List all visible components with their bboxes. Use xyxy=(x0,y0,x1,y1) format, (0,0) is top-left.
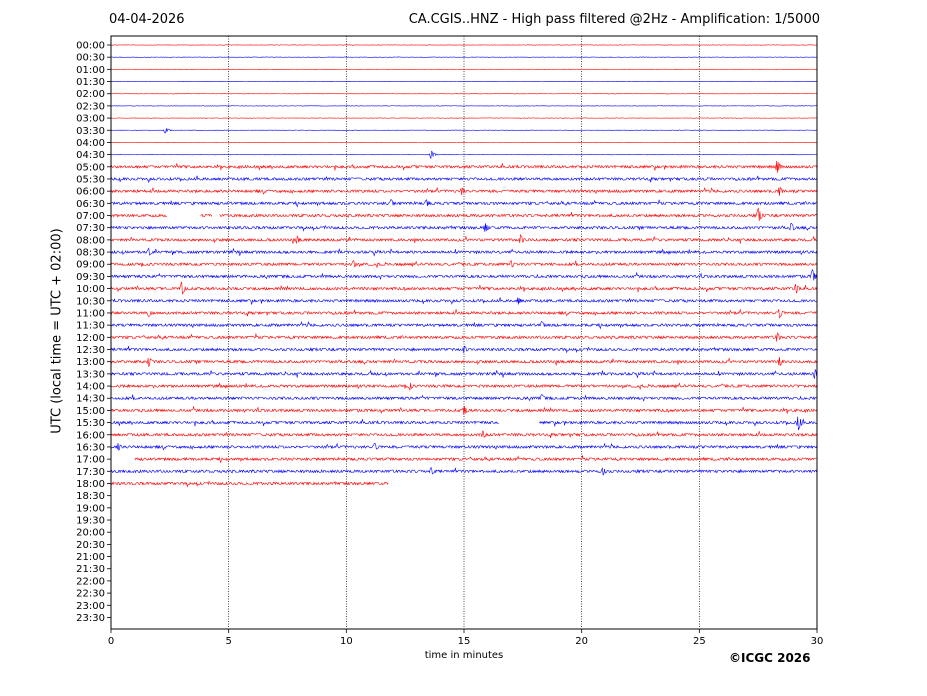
y-tick-label: 11:00 xyxy=(76,308,105,319)
y-tick-label: 07:00 xyxy=(76,211,105,222)
x-tick-label: 0 xyxy=(108,636,114,647)
x-tick-label: 10 xyxy=(340,636,353,647)
y-tick-label: 00:30 xyxy=(76,53,105,64)
trace-line xyxy=(110,345,817,354)
y-tick-label: 23:00 xyxy=(76,601,105,612)
y-tick-label: 05:30 xyxy=(76,174,105,185)
x-tick-label: 5 xyxy=(225,636,231,647)
y-tick-label: 04:00 xyxy=(76,138,105,149)
trace-line xyxy=(110,442,817,451)
x-ticks-layer: 0 5 10 15 20 25 30 xyxy=(108,629,824,647)
y-tick-label: 03:30 xyxy=(76,126,105,137)
trace-line xyxy=(110,480,389,488)
y-tick-label: 09:00 xyxy=(76,260,105,271)
trace-line xyxy=(110,320,817,330)
trace-line xyxy=(110,207,817,222)
trace-line xyxy=(110,368,817,379)
trace-line xyxy=(134,455,817,464)
trace-line xyxy=(110,175,817,184)
y-tick-label: 21:30 xyxy=(76,564,105,575)
y-tick-label: 21:00 xyxy=(76,552,105,563)
y-tick-label: 23:30 xyxy=(76,613,105,624)
y-tick-label: 18:00 xyxy=(76,479,105,490)
y-tick-label: 19:00 xyxy=(76,503,105,514)
y-tick-label: 02:00 xyxy=(76,89,105,100)
grid-layer xyxy=(228,36,700,629)
y-tick-label: 09:30 xyxy=(76,272,105,283)
trace-line xyxy=(110,430,817,439)
plot-frame xyxy=(110,35,818,630)
y-tick-label: 19:30 xyxy=(76,516,105,527)
y-tick-label: 18:30 xyxy=(76,491,105,502)
trace-line xyxy=(110,247,817,257)
y-tick-label: 20:30 xyxy=(76,540,105,551)
y-tick-label: 03:00 xyxy=(76,114,105,125)
trace-line xyxy=(110,416,817,431)
trace-line xyxy=(110,128,817,134)
chart-title: CA.CGIS..HNZ - High pass filtered @2Hz -… xyxy=(408,12,820,27)
y-tick-label: 10:00 xyxy=(76,284,105,295)
y-tick-label: 14:00 xyxy=(76,382,105,393)
trace-line xyxy=(110,160,817,173)
y-tick-label: 20:00 xyxy=(76,528,105,539)
y-tick-label: 14:30 xyxy=(76,394,105,405)
y-tick-label: 07:30 xyxy=(76,223,105,234)
y-tick-label: 16:00 xyxy=(76,430,105,441)
trace-line xyxy=(110,198,817,208)
y-tick-label: 04:30 xyxy=(76,150,105,161)
copyright-label: ©ICGC 2026 xyxy=(729,651,811,665)
y-tick-label: 06:00 xyxy=(76,187,105,198)
x-tick-label: 30 xyxy=(811,636,824,647)
y-tick-label: 02:30 xyxy=(76,101,105,112)
y-tick-label: 06:30 xyxy=(76,199,105,210)
trace-line xyxy=(110,186,817,196)
x-tick-label: 25 xyxy=(693,636,706,647)
y-tick-label: 01:00 xyxy=(76,65,105,76)
y-tick-label: 01:30 xyxy=(76,77,105,88)
trace-line xyxy=(110,405,817,415)
trace-line xyxy=(110,222,817,232)
trace-line xyxy=(110,332,817,342)
y-tick-label: 16:30 xyxy=(76,442,105,453)
trace-line xyxy=(110,356,817,368)
trace-line xyxy=(110,382,817,392)
y-tick-label: 15:30 xyxy=(76,418,105,429)
x-tick-label: 15 xyxy=(458,636,471,647)
y-tick-label: 13:00 xyxy=(76,357,105,368)
y-tick-label: 12:30 xyxy=(76,345,105,356)
date-label: 04-04-2026 xyxy=(109,12,185,27)
y-tick-label: 22:30 xyxy=(76,589,105,600)
axes-layer xyxy=(110,35,818,630)
x-axis-label: time in minutes xyxy=(424,650,504,661)
y-tick-label: 05:00 xyxy=(76,162,105,173)
trace-line xyxy=(110,297,817,305)
x-tick-label: 20 xyxy=(575,636,588,647)
trace-line xyxy=(110,281,817,295)
y-tick-label: 17:00 xyxy=(76,455,105,466)
y-tick-label: 15:00 xyxy=(76,406,105,417)
y-tick-label: 13:30 xyxy=(76,369,105,380)
y-tick-label: 22:00 xyxy=(76,576,105,587)
trace-line xyxy=(110,394,817,402)
trace-line xyxy=(110,234,817,245)
y-tick-label: 08:30 xyxy=(76,248,105,259)
y-tick-label: 12:00 xyxy=(76,333,105,344)
y-tick-label: 11:30 xyxy=(76,321,105,332)
traces-layer xyxy=(110,44,817,488)
y-tick-label: 17:30 xyxy=(76,467,105,478)
trace-line xyxy=(110,150,817,160)
trace-line xyxy=(110,308,817,319)
trace-line xyxy=(110,467,817,476)
y-tick-label: 10:30 xyxy=(76,296,105,307)
y-tick-label: 00:00 xyxy=(76,41,105,52)
y-tick-label: 08:00 xyxy=(76,235,105,246)
trace-line xyxy=(110,268,817,281)
trace-line xyxy=(110,260,817,268)
